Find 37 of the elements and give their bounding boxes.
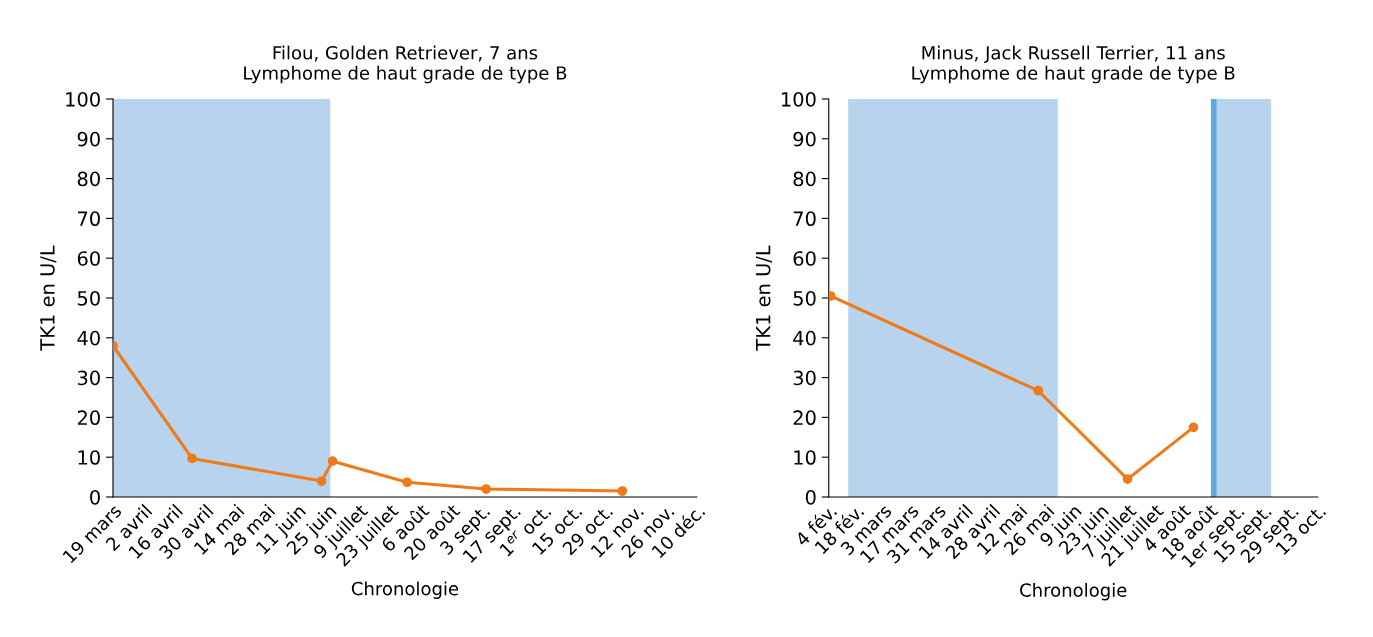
y-tick-label: 40 (793, 330, 816, 346)
point (1122, 474, 1133, 484)
point (327, 456, 338, 467)
y-tick-label: 80 (793, 171, 816, 187)
point (617, 486, 628, 496)
y-tick-label: 10 (78, 450, 100, 465)
point (481, 484, 492, 494)
y-tick-label: 60 (793, 251, 816, 266)
y-tick-label: 40 (77, 330, 100, 346)
point (316, 476, 327, 486)
y-tick-label: 70 (793, 211, 816, 227)
y-tick-label: 10 (794, 450, 816, 465)
y-tick-label: 90 (77, 131, 100, 147)
y-tick-label: 30 (793, 370, 816, 386)
y-tick-label: 0 (805, 489, 816, 505)
y-tick-label: 60 (77, 251, 100, 266)
y-tick-label: 90 (793, 131, 816, 147)
point (187, 453, 197, 464)
y-tick-label: 30 (77, 370, 100, 386)
point (1188, 422, 1199, 433)
y-tick-label: 50 (793, 290, 816, 306)
point (1033, 385, 1044, 396)
y-tick-label: 80 (77, 171, 100, 187)
y-tick-label: 100 (781, 91, 816, 107)
x-axis-title: Chronologie (351, 581, 459, 599)
chart-title: Filou, Golden Retriever, 7 ans Lymphome de haut grade de type B (244, 45, 567, 84)
x-axis-title: Chronologie (1020, 582, 1127, 601)
y-axis-title: TK1 en U/L (756, 245, 773, 351)
y-tick-label: 50 (77, 290, 100, 306)
y-tick-label: 20 (793, 410, 816, 426)
y-tick-label: 0 (90, 489, 100, 505)
y-tick-label: 70 (78, 211, 100, 227)
y-tick-label: 100 (66, 91, 100, 107)
point (402, 477, 413, 488)
chart-title: Minus, Jack Russell Terrier, 11 ans Lymphome de haut grade de type B (912, 45, 1235, 84)
y-tick-label: 20 (77, 410, 100, 426)
y-axis-title: TK1 en U/L (40, 245, 57, 351)
